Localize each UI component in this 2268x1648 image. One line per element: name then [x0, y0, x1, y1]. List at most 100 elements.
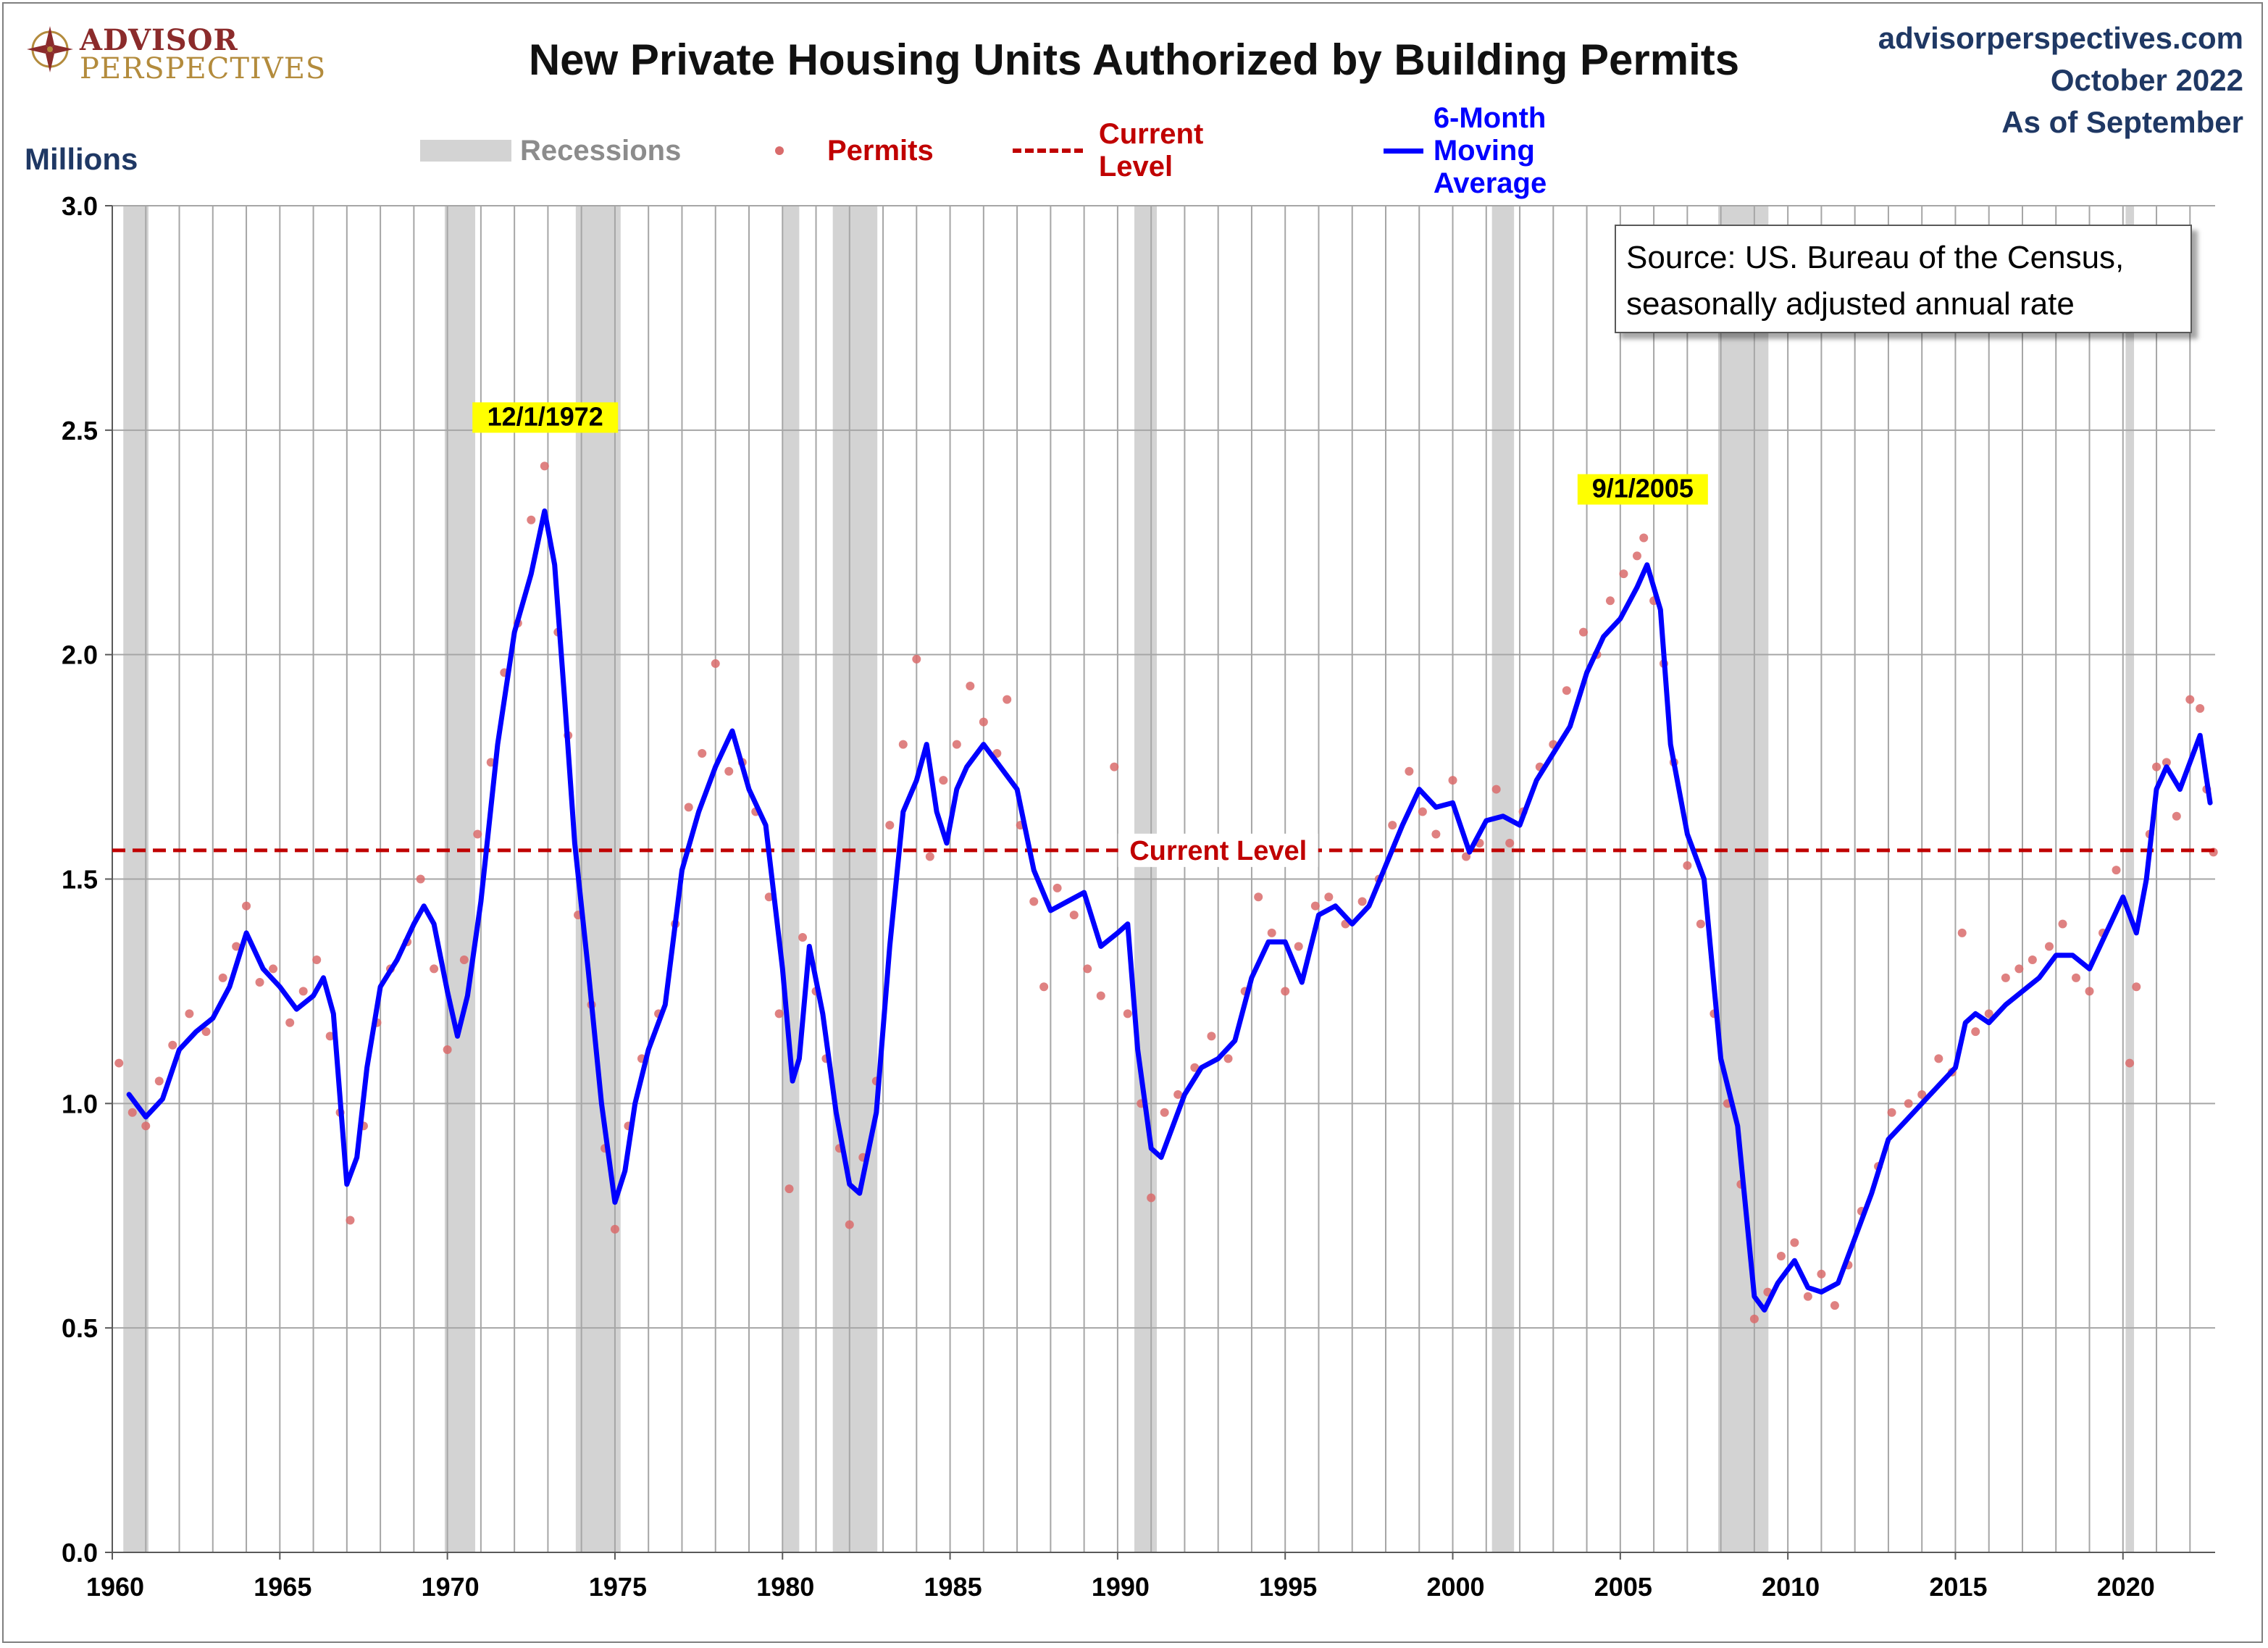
permit-point — [285, 1018, 295, 1027]
permit-point — [1039, 982, 1049, 992]
permit-point — [979, 717, 988, 727]
peak-label-highlight — [1577, 474, 1708, 505]
permit-point — [1003, 695, 1012, 704]
permit-point — [1639, 533, 1649, 543]
permit-point — [764, 892, 774, 902]
permit-point — [1984, 1009, 1993, 1019]
permit-point — [1207, 1032, 1216, 1041]
permit-point — [1069, 911, 1079, 920]
x-tick-label: 1965 — [254, 1572, 311, 1602]
permit-point — [168, 1040, 177, 1050]
permit-point — [1887, 1108, 1896, 1117]
permit-point — [1934, 1054, 1943, 1063]
permit-point — [1803, 1292, 1812, 1301]
permit-point — [2044, 942, 2054, 951]
permit-point — [114, 1058, 124, 1068]
permit-point — [2112, 866, 2121, 875]
x-tick-label: 1990 — [1092, 1572, 1150, 1602]
permit-point — [1619, 569, 1628, 579]
advisor-perspectives-logo: ADVISOR PERSPECTIVES — [25, 20, 329, 85]
logo-text-top: ADVISOR — [80, 23, 238, 57]
peak-label: 9/1/2005 — [1592, 474, 1694, 503]
peak-label-highlight — [472, 402, 619, 433]
permit-point — [1294, 942, 1303, 951]
legend-item-permits: Permits — [775, 127, 934, 174]
x-tick-label: 2000 — [1426, 1572, 1484, 1602]
y-axis-ticks: 0.0 0.5 1.0 1.5 2.0 2.5 3.0 — [62, 191, 112, 1568]
permit-point — [1957, 928, 1967, 937]
moving-average-line-swatch — [1384, 148, 1423, 154]
permit-point — [1605, 596, 1615, 606]
permit-point — [242, 901, 251, 911]
permit-point — [201, 1027, 211, 1037]
permit-point — [473, 829, 482, 839]
permit-point — [774, 1009, 784, 1019]
permit-point — [1562, 686, 1571, 695]
permit-point — [2125, 1058, 2135, 1068]
permit-point — [1388, 821, 1397, 830]
permit-point — [185, 1009, 194, 1019]
source-note-box: Source: US. Bureau of the Census, season… — [1615, 225, 2192, 333]
legend-label-recessions: Recessions — [520, 134, 682, 167]
permit-point — [711, 659, 720, 669]
permit-point — [430, 964, 439, 974]
permit-point — [1418, 807, 1427, 816]
legend-item-moving-average: 6-Month Moving Average — [1384, 102, 1592, 199]
permit-point — [684, 803, 693, 812]
permit-point — [1053, 883, 1062, 892]
permit-point — [1223, 1054, 1233, 1063]
permit-point — [1776, 1252, 1786, 1261]
permit-point — [698, 748, 707, 758]
y-axis-unit-label: Millions — [25, 142, 138, 176]
permit-point — [610, 1224, 619, 1234]
compass-rose-icon — [27, 26, 73, 72]
permit-point — [2014, 964, 2024, 974]
x-tick-label: 2020 — [2097, 1572, 2155, 1602]
site-link[interactable]: advisorperspectives.com — [1878, 21, 2243, 55]
x-tick-label: 1995 — [1259, 1572, 1317, 1602]
x-tick-label: 2015 — [1929, 1572, 1987, 1602]
permit-point — [784, 1184, 794, 1194]
permit-point — [1123, 1009, 1132, 1019]
permit-point — [218, 973, 227, 982]
permit-point — [952, 740, 961, 749]
permit-point — [443, 1045, 452, 1054]
permit-point — [1491, 785, 1501, 794]
permit-point — [1830, 1301, 1839, 1310]
permit-point — [1357, 897, 1367, 906]
permit-point — [346, 1216, 355, 1225]
permit-point — [2072, 973, 2081, 982]
permit-point — [1749, 1314, 1759, 1323]
permit-point — [1147, 1193, 1156, 1202]
x-tick-label: 1970 — [422, 1572, 480, 1602]
y-tick-label: 2.0 — [62, 640, 98, 670]
recession-swatch — [420, 140, 511, 162]
permit-point — [255, 978, 264, 987]
permit-point — [1971, 1027, 1980, 1037]
permit-point — [2152, 762, 2162, 771]
permits-marker-swatch — [775, 146, 784, 155]
permit-point — [1917, 1089, 1927, 1099]
permit-point — [798, 933, 808, 942]
legend-item-recessions: Recessions — [420, 127, 681, 174]
permit-point — [269, 964, 278, 974]
permit-point — [966, 682, 975, 691]
legend-item-current-level: Current Level — [1013, 118, 1231, 183]
permit-point — [2196, 704, 2205, 714]
x-tick-label: 1960 — [86, 1572, 144, 1602]
permit-point — [1324, 892, 1334, 902]
permit-point — [1790, 1238, 1799, 1247]
permit-point — [1578, 627, 1588, 637]
permit-point — [724, 766, 734, 776]
permit-point — [939, 776, 948, 785]
x-tick-label: 2005 — [1594, 1572, 1652, 1602]
permit-point — [2132, 982, 2141, 992]
permit-point — [1683, 861, 1692, 870]
permit-point — [1190, 1063, 1200, 1072]
x-axis-ticks: 1960 1965 1970 1975 1980 1985 1990 1995 2000 2005… — [86, 1552, 2155, 1602]
y-tick-label: 1.0 — [62, 1089, 98, 1118]
permit-point — [1632, 551, 1641, 561]
permit-point — [1110, 762, 1119, 771]
